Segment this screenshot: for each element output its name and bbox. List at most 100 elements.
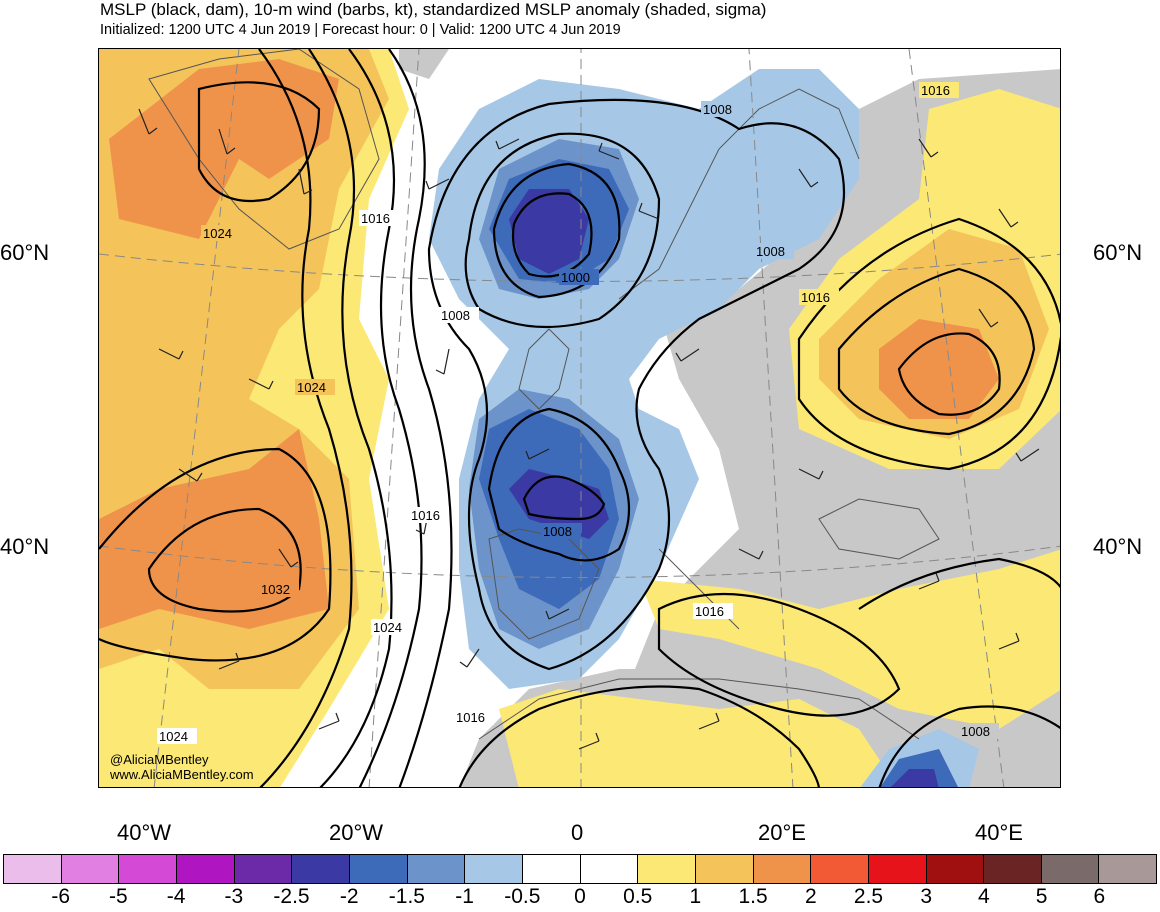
colorbar-swatch bbox=[4, 855, 62, 883]
barb bbox=[435, 348, 450, 375]
map-title: MSLP (black, dam), 10-m wind (barbs, kt)… bbox=[100, 0, 767, 19]
anom-neg-se-15 bbox=[880, 749, 958, 787]
barb bbox=[545, 608, 570, 620]
colorbar-swatch bbox=[349, 855, 408, 883]
isobar-1008-north bbox=[464, 132, 661, 329]
wind-barbs bbox=[138, 108, 1040, 750]
isobar-1004-iberia bbox=[522, 475, 606, 521]
map-panel: 1016 1008 1016 1024 1000 1008 1008 1016 … bbox=[98, 48, 1061, 788]
barb bbox=[138, 108, 158, 135]
colorbar-tick-label: 0 bbox=[574, 885, 586, 908]
contour-label-1008-west: 1008 bbox=[441, 308, 470, 323]
isobar-1000 bbox=[511, 192, 593, 278]
contour-label-1024-south: 1024 bbox=[373, 620, 402, 635]
contour-label-1016-iberia: 1016 bbox=[411, 508, 440, 523]
credit-handle: @AliciaMBentley bbox=[110, 752, 209, 767]
colorbar-tick-label: -1 bbox=[455, 885, 474, 908]
isobar-1008-se bbox=[878, 705, 1060, 787]
colorbar-swatch bbox=[292, 855, 350, 883]
colorbar-swatch bbox=[868, 855, 927, 883]
coast-greenland bbox=[148, 49, 380, 250]
anom-pos-azores-15 bbox=[99, 429, 329, 629]
colorbar-swatch bbox=[580, 855, 639, 883]
grid-lat-40 bbox=[99, 545, 1060, 578]
contour-label-bg bbox=[541, 523, 581, 539]
barb bbox=[738, 548, 764, 560]
barb bbox=[178, 468, 203, 482]
colorbar-tick-label: 5 bbox=[1035, 885, 1048, 908]
barb bbox=[495, 138, 520, 150]
grid-lon-40e bbox=[908, 49, 1005, 787]
contour-label-1024-mid: 1024 bbox=[297, 380, 326, 395]
barb bbox=[158, 348, 184, 360]
barb bbox=[278, 548, 299, 568]
contour-label-bg bbox=[701, 101, 741, 117]
colorbar-tick-label: 1.5 bbox=[738, 885, 768, 908]
barb bbox=[298, 168, 313, 195]
isobar-1028-green bbox=[197, 81, 321, 203]
colorbar-swatch bbox=[695, 855, 754, 883]
colorbar-tick-label: -2 bbox=[339, 885, 359, 908]
grid-lon-40w bbox=[153, 49, 240, 787]
barb bbox=[998, 208, 1019, 228]
barb bbox=[318, 712, 340, 730]
isobar-1012-med bbox=[657, 592, 901, 717]
colorbar-tick-label: 3 bbox=[920, 885, 933, 908]
isobar-1028-high bbox=[99, 447, 332, 662]
isobar-1004 bbox=[492, 162, 621, 299]
colorbar-tick-label: -1.5 bbox=[388, 885, 425, 908]
anom-pos-greenland-15 bbox=[109, 59, 339, 239]
colorbar-swatch bbox=[811, 855, 869, 883]
contour-label-bg bbox=[959, 723, 999, 739]
barb bbox=[425, 178, 450, 190]
barb bbox=[459, 648, 480, 668]
contour-label-1008-se: 1008 bbox=[961, 724, 990, 739]
contour-label-1016-ne: 1016 bbox=[921, 83, 950, 98]
colorbar-swatch bbox=[926, 855, 985, 883]
contour-label-1008-scan: 1008 bbox=[703, 102, 732, 117]
contour-label-1032-high: 1032 bbox=[261, 582, 290, 597]
barb bbox=[798, 168, 819, 188]
colorbar-tick-label: -5 bbox=[109, 885, 128, 908]
barb bbox=[978, 308, 999, 328]
colorbar-swatch bbox=[465, 855, 523, 883]
barb bbox=[218, 652, 240, 670]
barb bbox=[248, 378, 274, 390]
colorbar-tick-label: -4 bbox=[166, 885, 186, 908]
lon-label-0: 0 bbox=[571, 820, 584, 845]
lon-label-20e: 20°E bbox=[758, 820, 806, 845]
contour-label-bg bbox=[157, 728, 197, 744]
lat-label-40n-right: 40°N bbox=[1093, 534, 1143, 559]
coast-africa bbox=[478, 678, 920, 740]
colorbar-tick-label: 0.5 bbox=[623, 885, 653, 908]
colorbar-tick-label: 2 bbox=[804, 885, 817, 908]
colorbar-tick-label: 1 bbox=[689, 885, 702, 908]
contour-label-bg bbox=[454, 709, 494, 725]
colorbar-tick-label: -3 bbox=[224, 885, 244, 908]
colorbar bbox=[3, 854, 1157, 884]
isobar-1020-russia bbox=[837, 267, 1036, 436]
isobar-1032-high bbox=[147, 507, 302, 613]
map-subtitle: Initialized: 1200 UTC 4 Jun 2019 | Forec… bbox=[100, 22, 621, 38]
colorbar-swatch bbox=[61, 855, 120, 883]
colorbar-tick-label: -0.5 bbox=[504, 885, 541, 908]
contour-label-1016-nw: 1016 bbox=[361, 211, 390, 226]
lat-label-60n-left: 60°N bbox=[0, 240, 50, 265]
barb bbox=[998, 632, 1020, 650]
contour-label-1000-low: 1000 bbox=[561, 270, 590, 285]
contour-label-bg bbox=[409, 507, 449, 523]
colorbar-tick-label: 4 bbox=[978, 885, 990, 908]
isobar-1016-africa bbox=[458, 685, 820, 787]
contour-label-1024-sw: 1024 bbox=[159, 729, 188, 744]
contour-label-bg bbox=[359, 210, 399, 226]
colorbar-swatch bbox=[119, 855, 177, 883]
lon-label-20w: 20°W bbox=[329, 820, 384, 845]
colorbar-tick-label: -6 bbox=[51, 885, 71, 908]
contour-labels: 1016 1008 1016 1024 1000 1008 1008 1016 … bbox=[157, 82, 999, 744]
lon-label-40w: 40°W bbox=[117, 820, 172, 845]
colorbar-tick-label: -2.5 bbox=[273, 885, 310, 908]
weather-map-svg: 1016 1008 1016 1024 1000 1008 1008 1016 … bbox=[99, 49, 1060, 787]
coast-iberia bbox=[488, 528, 600, 640]
barb bbox=[578, 732, 600, 750]
colorbar-tick-label: 2.5 bbox=[853, 885, 884, 908]
